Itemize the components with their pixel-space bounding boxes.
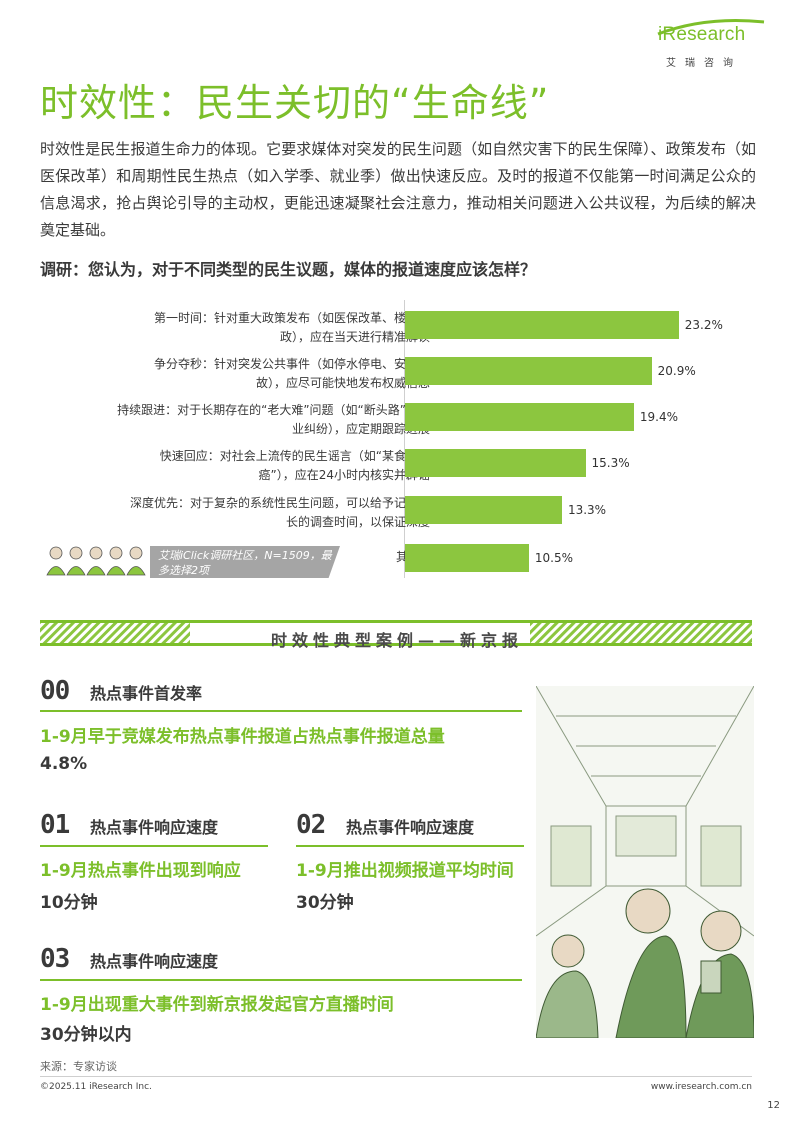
logo-swoosh-icon [657, 19, 765, 36]
bar-value-label: 13.3% [567, 503, 607, 517]
source-note: 来源：专家访谈 [40, 1060, 117, 1073]
bar-category-label: 第一时间：针对重大政策发布（如医保改革、楼市新 政），应在当天进行精准解读 [153, 311, 430, 344]
case-divider-03 [40, 979, 522, 981]
page-number: 12 [767, 1100, 780, 1111]
bar-category-label: 快速回应：对社会上流传的民生谣言（如“某食品致 癌”），应在24小时内核实并辟谣 [159, 449, 430, 482]
bar [405, 403, 634, 431]
bar-value-label: 10.5% [534, 551, 574, 565]
bar [405, 544, 529, 572]
case-heading-03: 热点事件响应速度 [90, 952, 219, 971]
bar-value-label: 20.9% [657, 364, 696, 378]
intro-paragraph: 时效性是民生报道生命力的体现。它要求媒体对突发的民生问题（如自然灾害下的民生保障… [40, 140, 756, 239]
case-code-00: 00 [40, 676, 70, 706]
footer-divider [40, 1076, 752, 1077]
case-description-00: 1-9月早于竞媒发布热点事件报道占热点事件报道总量 [40, 727, 445, 747]
case-code-02: 02 [296, 810, 326, 840]
case-description-01: 1-9月热点事件出现到响应 [40, 861, 241, 881]
chart-axis [404, 300, 405, 578]
bar-value-label: 19.4% [639, 410, 679, 424]
case-value-00: 4.8% [40, 754, 88, 774]
logo-chinese-name: 艾瑞咨询 [666, 58, 742, 69]
case-code-03: 03 [40, 944, 70, 974]
case-description-02: 1-9月推出视频报道平均时间 [296, 861, 514, 881]
case-value-03: 30分钟以内 [40, 1025, 132, 1045]
logo-wordmark: iResearch [658, 24, 746, 45]
bar [405, 357, 652, 385]
case-divider-00 [40, 710, 522, 712]
survey-question: 调研：您认为，对于不同类型的民生议题，媒体的报道速度应该怎样？ [40, 260, 537, 279]
case-divider-01 [40, 845, 268, 847]
bar [405, 449, 586, 477]
iresearch-logo: iResearch 艾瑞咨询 [652, 14, 770, 70]
section-band-graphic [40, 620, 752, 646]
newsroom-illustration [536, 686, 754, 1038]
respondents-illustration-icon [46, 546, 146, 576]
bar-category-label: 深度优先：对于复杂的系统性民生问题，可以给予记者更 长的调查时间，以保证深度 [129, 496, 430, 529]
case-value-01: 10分钟 [40, 893, 98, 913]
newsroom-scene-icon [536, 686, 754, 1038]
website-link[interactable]: www.iresearch.com.cn [650, 1082, 752, 1092]
page-title: 时效性：民生关切的“生命线” [40, 81, 550, 125]
case-value-02: 30分钟 [296, 893, 354, 913]
case-heading-00: 热点事件首发率 [90, 684, 203, 703]
bar [405, 311, 679, 339]
copyright: ©2025.11 iResearch Inc. [40, 1082, 152, 1092]
bar-category-label: 持续跟进：对于长期存在的“老大难”问题（如“断头路”、物 业纠纷），应定期跟踪进展 [117, 403, 430, 436]
survey-note-badge: 艾瑞iClick调研社区，N=1509，最多选择2项 [150, 546, 340, 578]
bar [405, 496, 562, 524]
bar-category-label: 争分夺秒：针对突发公共事件（如停水停电、安全事 故），应尽可能快地发布权威信息 [153, 357, 430, 390]
case-description-03: 1-9月出现重大事件到新京报发起官方直播时间 [40, 995, 394, 1015]
bar-value-label: 15.3% [591, 456, 630, 470]
bar-value-label: 23.2% [684, 318, 723, 332]
case-heading-02: 热点事件响应速度 [346, 818, 475, 837]
case-heading-01: 热点事件响应速度 [90, 818, 219, 837]
case-divider-02 [296, 845, 524, 847]
section-title: 时效性典型案例——新京报 [270, 631, 523, 650]
case-code-01: 01 [40, 810, 70, 840]
